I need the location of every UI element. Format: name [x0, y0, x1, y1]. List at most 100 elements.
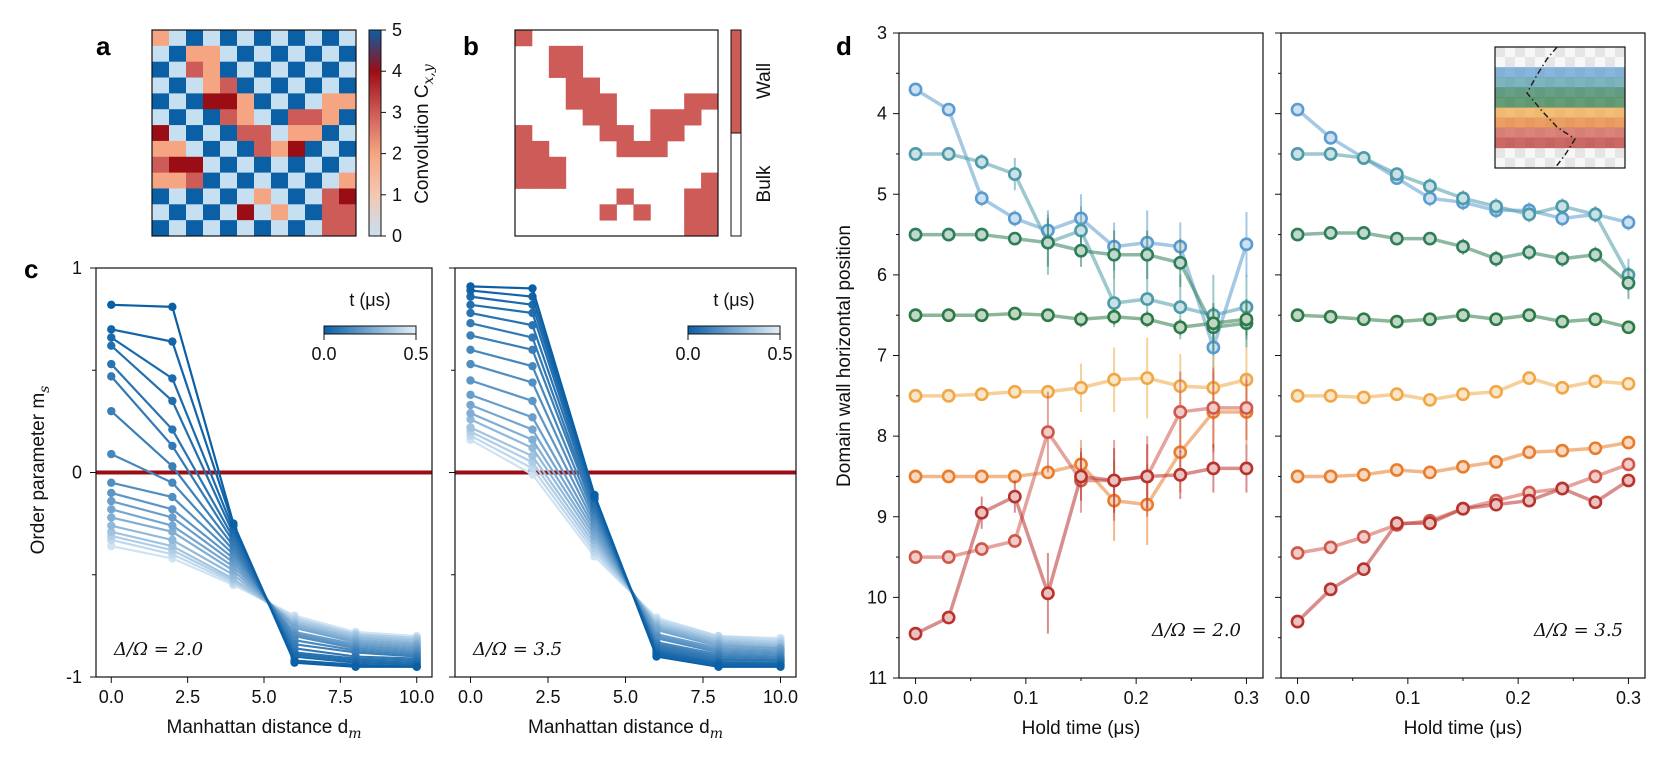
- data-point: [1389, 167, 1404, 181]
- inset-checker-cell: [1575, 147, 1586, 159]
- panel-a-colorbar: [368, 29, 382, 237]
- y-tick-label: 8: [877, 426, 887, 446]
- heatmap-cell: [339, 77, 357, 94]
- x-tick-label: 0.2: [1506, 688, 1531, 708]
- heatmap-cell: [339, 220, 357, 237]
- data-point: [107, 341, 116, 350]
- data-point: [1140, 469, 1155, 484]
- heatmap-cell: [237, 45, 255, 63]
- data-point: [1140, 312, 1155, 327]
- heatmap-cell: [288, 156, 306, 174]
- data-point: [528, 451, 537, 461]
- y-tick-label: 10: [867, 587, 887, 607]
- data-point: [528, 435, 537, 444]
- heatmap-cell: [220, 220, 238, 237]
- data-point: [908, 227, 923, 242]
- heatmap-cell: [254, 156, 272, 174]
- data-point: [1140, 371, 1155, 385]
- data-point: [1041, 425, 1055, 439]
- data-point: [1621, 320, 1636, 335]
- series-line: [111, 530, 417, 642]
- wall-cell: [515, 172, 533, 189]
- heatmap-cell: [152, 109, 170, 126]
- heatmap-cell: [254, 77, 272, 94]
- inset-checker-cell: [1585, 47, 1596, 58]
- data-point: [1074, 380, 1088, 395]
- inset-checker-cell: [1565, 47, 1576, 58]
- data-point: [1456, 308, 1470, 323]
- data-point: [714, 662, 723, 671]
- heatmap-cell: [186, 140, 204, 158]
- heatmap-cell: [322, 172, 340, 189]
- heatmap-cell: [220, 30, 238, 47]
- heatmap-cell: [322, 220, 340, 237]
- data-point: [168, 527, 177, 537]
- heatmap-cell: [237, 188, 255, 205]
- data-point: [168, 374, 177, 383]
- data-point: [1389, 516, 1404, 531]
- data-point: [1074, 312, 1088, 327]
- data-point: [1489, 384, 1503, 399]
- inset-checker-cell: [1505, 147, 1516, 159]
- data-point: [107, 333, 116, 342]
- data-point: [1456, 459, 1470, 474]
- x-tick-label: 2.5: [535, 687, 560, 707]
- data-point: [1489, 455, 1503, 469]
- data-point: [168, 492, 177, 502]
- heatmap-cell: [237, 77, 255, 94]
- data-point: [908, 82, 923, 97]
- x-tick-label: 0.0: [99, 687, 124, 707]
- x-tick-label: 0.3: [1234, 688, 1259, 708]
- heatmap-cell: [305, 93, 323, 110]
- series-line: [470, 363, 781, 656]
- heatmap-cell: [339, 109, 357, 126]
- series-line: [1296, 479, 1630, 623]
- data-point: [1555, 211, 1570, 226]
- heatmap-cell: [322, 30, 340, 47]
- data-point: [168, 302, 177, 312]
- data-point: [528, 443, 537, 453]
- data-point: [908, 308, 923, 323]
- heatmap-cell: [254, 125, 272, 142]
- time-colorbar-tick-label: 0.5: [767, 344, 792, 364]
- wall-cell: [701, 93, 719, 110]
- heatmap-cell: [152, 125, 170, 142]
- heatmap-cell: [271, 172, 289, 189]
- heatmap-cell: [271, 188, 289, 205]
- heatmap-cell: [237, 140, 255, 158]
- data-point: [1522, 445, 1537, 460]
- data-point: [1588, 207, 1603, 222]
- inset-row-band: [1495, 77, 1625, 88]
- data-point: [1290, 308, 1305, 323]
- data-point: [1555, 314, 1570, 329]
- panel-b-bulk-swatch: [730, 132, 742, 237]
- data-point: [466, 423, 475, 432]
- inset-row-band: [1495, 137, 1625, 149]
- inset-checker-cell: [1595, 57, 1606, 68]
- heatmap-cell: [322, 109, 340, 126]
- data-point: [1555, 481, 1570, 496]
- x-tick-label: 10.0: [399, 687, 434, 707]
- data-point: [941, 308, 956, 323]
- data-point: [1389, 231, 1404, 246]
- inset-checker-cell: [1575, 47, 1586, 58]
- data-point: [908, 550, 923, 564]
- heatmap-cell: [322, 77, 340, 94]
- wall-cell: [650, 140, 668, 158]
- data-point: [107, 449, 116, 459]
- heatmap-cell: [220, 204, 238, 221]
- data-point: [941, 227, 956, 242]
- wall-cell: [599, 125, 617, 142]
- data-point: [1107, 247, 1121, 262]
- data-point: [466, 292, 475, 301]
- heatmap-cell: [203, 77, 221, 94]
- data-point: [1423, 231, 1437, 246]
- data-point: [528, 413, 537, 422]
- heatmap-cell: [305, 140, 323, 158]
- data-point: [776, 662, 785, 671]
- data-point: [466, 282, 475, 291]
- data-point: [528, 378, 537, 387]
- series-line: [110, 500, 417, 650]
- data-point: [1588, 247, 1603, 262]
- x-axis-label-subscript: m: [710, 726, 723, 742]
